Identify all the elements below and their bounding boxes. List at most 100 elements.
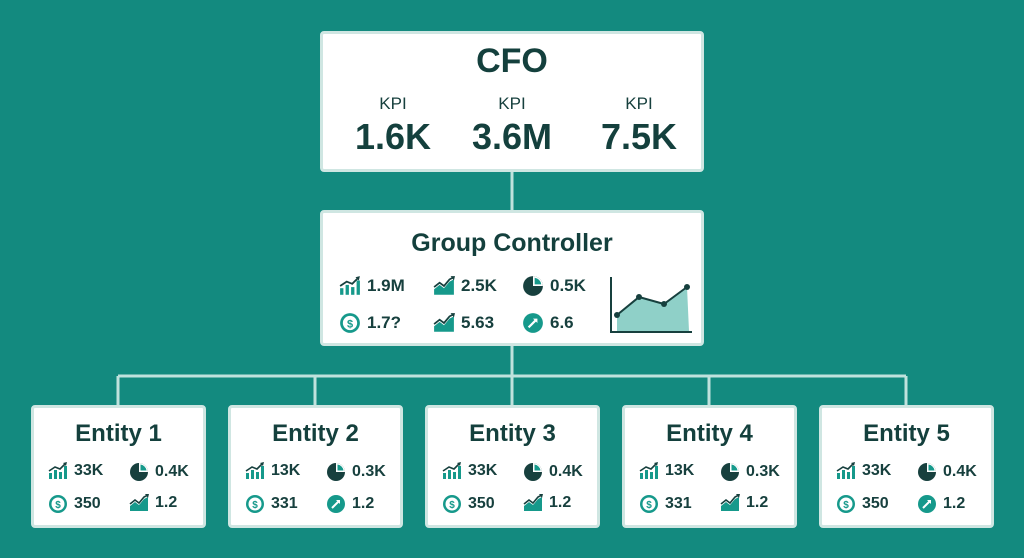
entity-1-metric-2: 0.4K bbox=[129, 462, 189, 482]
bar-chart-icon bbox=[639, 462, 659, 480]
gc-metric-4-value: 1.7? bbox=[367, 313, 402, 332]
dollar-icon bbox=[339, 312, 361, 334]
entity-1-metric-4: 1.2 bbox=[129, 494, 177, 512]
entity-5-metric-4-value: 1.2 bbox=[943, 495, 966, 512]
entity-3-metric-4: 1.2 bbox=[523, 494, 571, 512]
trend-up-icon bbox=[326, 494, 346, 514]
pie-chart-icon bbox=[917, 462, 937, 482]
entity-3-metric-3: 350 bbox=[442, 494, 495, 514]
cfo-kpi-1: KPI 1.6K bbox=[328, 94, 458, 158]
gc-metric-5-value: 5.63 bbox=[461, 313, 495, 332]
entity-2-metric-2: 0.3K bbox=[326, 462, 386, 482]
entity-1-title: Entity 1 bbox=[75, 420, 162, 447]
cfo-kpi-2-value: 3.6M bbox=[471, 116, 553, 157]
entity-4-metric-1: 13K bbox=[639, 462, 694, 480]
gc-metric-2-value: 2.5K bbox=[461, 276, 497, 295]
bar-chart-icon bbox=[442, 462, 462, 480]
cfo-title: CFO bbox=[476, 42, 548, 80]
bar-chart-icon bbox=[836, 462, 856, 480]
pie-chart-icon bbox=[720, 462, 740, 482]
entity-4-metric-1-value: 13K bbox=[665, 462, 695, 479]
entity-5-metric-4: 1.2 bbox=[917, 494, 965, 514]
entity-4-title: Entity 4 bbox=[666, 420, 753, 447]
area-chart-icon bbox=[433, 313, 455, 333]
entity-5-card: Entity 5 33K 0.4K 350 1.2 bbox=[819, 405, 994, 528]
entity-5-metric-3: 350 bbox=[836, 494, 889, 514]
entity-1-card: Entity 1 33K 0.4K 350 1.2 bbox=[31, 405, 206, 528]
entity-4-metric-3: 331 bbox=[639, 494, 692, 514]
entity-4-metric-2: 0.3K bbox=[720, 462, 780, 482]
entity-2-card: Entity 2 13K 0.3K 331 1.2 bbox=[228, 405, 403, 528]
entity-5-metric-3-value: 350 bbox=[862, 495, 889, 512]
entity-1-metric-2-value: 0.4K bbox=[155, 463, 189, 480]
group-controller-card: Group Controller 1.9M 2.5K 0.5K 1.7? 5.6… bbox=[320, 210, 704, 346]
dollar-icon bbox=[245, 494, 265, 514]
pie-chart-icon bbox=[523, 462, 543, 482]
cfo-kpi-3-value: 7.5K bbox=[600, 116, 678, 157]
cfo-kpi-1-value: 1.6K bbox=[354, 116, 432, 157]
gc-metric-3: 0.5K bbox=[522, 275, 586, 297]
area-chart-icon bbox=[129, 494, 149, 512]
entity-3-metric-2-value: 0.4K bbox=[549, 463, 583, 480]
gc-metric-4: 1.7? bbox=[339, 312, 401, 334]
entity-4-metric-4: 1.2 bbox=[720, 494, 768, 512]
entity-5-metric-2-value: 0.4K bbox=[943, 463, 977, 480]
cfo-kpi-3: KPI 7.5K bbox=[574, 94, 704, 158]
gc-metric-1: 1.9M bbox=[339, 276, 405, 296]
entity-3-metric-3-value: 350 bbox=[468, 495, 495, 512]
entity-1-metric-4-value: 1.2 bbox=[155, 494, 178, 511]
gc-metric-2: 2.5K bbox=[433, 276, 497, 296]
gc-metric-6-value: 6.6 bbox=[550, 313, 574, 332]
entity-4-metric-3-value: 331 bbox=[665, 495, 692, 512]
trend-up-icon bbox=[917, 494, 937, 514]
entity-3-metric-1: 33K bbox=[442, 462, 497, 480]
line-area-chart-icon bbox=[610, 277, 692, 333]
cfo-kpi-2-label: KPI bbox=[498, 94, 526, 113]
pie-chart-icon bbox=[522, 275, 544, 297]
entity-2-title: Entity 2 bbox=[272, 420, 359, 447]
entity-3-card: Entity 3 33K 0.4K 350 1.2 bbox=[425, 405, 600, 528]
pie-chart-icon bbox=[129, 462, 149, 482]
area-chart-icon bbox=[720, 494, 740, 512]
trend-up-icon bbox=[522, 312, 544, 334]
entity-1-metric-3: 350 bbox=[48, 494, 101, 514]
dollar-icon bbox=[639, 494, 659, 514]
entity-4-metric-2-value: 0.3K bbox=[746, 463, 780, 480]
entity-3-metric-1-value: 33K bbox=[468, 462, 498, 479]
pie-chart-icon bbox=[326, 462, 346, 482]
cfo-kpi-2: KPI 3.6M bbox=[447, 94, 577, 158]
gc-metric-3-value: 0.5K bbox=[550, 276, 586, 295]
entity-4-card: Entity 4 13K 0.3K 331 1.2 bbox=[622, 405, 797, 528]
bar-chart-icon bbox=[245, 462, 265, 480]
entity-2-metric-4-value: 1.2 bbox=[352, 495, 375, 512]
gc-metric-1-value: 1.9M bbox=[367, 276, 405, 295]
bar-chart-icon bbox=[339, 276, 361, 296]
entity-2-metric-1: 13K bbox=[245, 462, 300, 480]
entity-3-metric-2: 0.4K bbox=[523, 462, 583, 482]
dollar-icon bbox=[442, 494, 462, 514]
dollar-icon bbox=[48, 494, 68, 514]
cfo-card: CFO KPI 1.6K KPI 3.6M KPI 7.5K bbox=[320, 31, 704, 172]
entity-2-metric-3-value: 331 bbox=[271, 495, 298, 512]
area-chart-icon bbox=[433, 276, 455, 296]
area-chart-icon bbox=[523, 494, 543, 512]
dollar-icon bbox=[836, 494, 856, 514]
entity-2-metric-4: 1.2 bbox=[326, 494, 374, 514]
gc-metric-5: 5.63 bbox=[433, 313, 494, 333]
entity-1-metric-3-value: 350 bbox=[74, 495, 101, 512]
entity-5-metric-2: 0.4K bbox=[917, 462, 977, 482]
gc-metric-6: 6.6 bbox=[522, 312, 574, 334]
entity-1-metric-1-value: 33K bbox=[74, 462, 104, 479]
entity-5-title: Entity 5 bbox=[863, 420, 950, 447]
bar-chart-icon bbox=[48, 462, 68, 480]
entity-3-metric-4-value: 1.2 bbox=[549, 494, 572, 511]
entity-5-metric-1-value: 33K bbox=[862, 462, 892, 479]
entity-2-metric-2-value: 0.3K bbox=[352, 463, 386, 480]
entity-3-title: Entity 3 bbox=[469, 420, 556, 447]
entity-2-metric-3: 331 bbox=[245, 494, 298, 514]
entity-2-metric-1-value: 13K bbox=[271, 462, 301, 479]
cfo-kpi-1-label: KPI bbox=[379, 94, 407, 113]
entity-5-metric-1: 33K bbox=[836, 462, 891, 480]
cfo-kpi-3-label: KPI bbox=[625, 94, 653, 113]
